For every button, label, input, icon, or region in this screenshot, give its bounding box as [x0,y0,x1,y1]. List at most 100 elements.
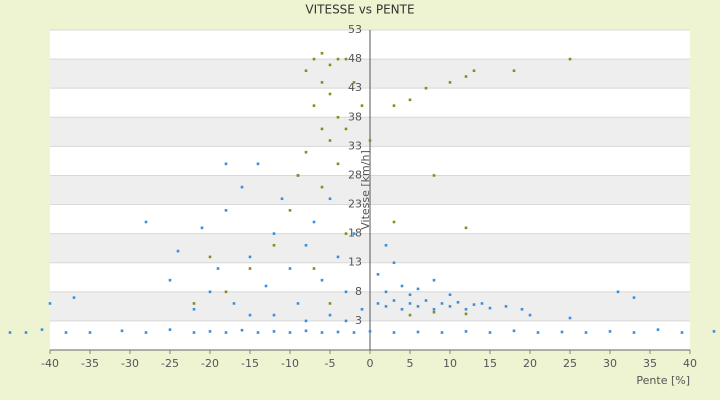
x-tick-label: 40 [683,357,697,370]
point [144,331,148,334]
point [304,243,308,247]
point [48,302,52,305]
point [528,313,532,317]
point [304,150,308,154]
y-tick-label: 38 [348,110,362,123]
point [472,303,476,306]
point [336,255,340,259]
y-tick-label: 28 [348,168,362,181]
y-tick-label: 43 [348,81,362,94]
point [248,313,252,317]
point [224,209,228,212]
x-tick-label: -15 [241,357,259,370]
point [432,307,436,311]
point [680,331,684,334]
point [320,51,324,55]
x-tick-label: 5 [407,357,414,370]
y-axis-label: Vitesse [km/h] [359,150,372,230]
point [392,331,396,334]
point [448,81,452,84]
point [424,86,428,90]
point [288,209,292,212]
x-tick-label: 10 [443,357,457,370]
point [432,174,436,177]
point [344,319,348,323]
point [8,331,12,334]
point [328,63,332,67]
point [192,302,196,305]
point [384,243,388,247]
point [208,330,212,333]
point [216,267,220,270]
point [272,330,276,333]
point [440,331,444,334]
point [40,328,44,331]
point [376,273,380,276]
point [384,290,388,294]
point [328,139,332,142]
point [632,296,636,299]
point [464,312,468,316]
y-tick-label: 48 [348,52,362,65]
point [240,328,244,332]
point [304,329,308,333]
point [632,331,636,334]
point [368,330,372,333]
point [312,220,316,224]
x-tick-label: 15 [483,357,497,370]
point [248,267,252,270]
point [192,331,196,334]
point [176,249,180,253]
point [336,57,340,61]
point [200,226,204,230]
point [368,139,372,142]
point [352,81,356,84]
point [408,293,412,297]
point [464,307,468,311]
point [248,255,252,259]
point [288,331,292,334]
point [504,305,508,308]
point [296,302,300,305]
y-tick-label: 3 [355,314,362,327]
x-tick-label: 20 [523,357,537,370]
point [232,302,236,305]
point [304,69,308,73]
point [464,330,468,333]
point [144,220,148,224]
x-tick-label: -35 [81,357,99,370]
y-tick-label: 13 [348,256,362,269]
point [304,319,308,323]
point [272,243,276,247]
point [408,313,412,317]
point [208,290,212,294]
point [424,299,428,302]
x-tick-label: -10 [281,357,299,370]
point [416,287,420,291]
point [400,307,404,311]
point [360,104,364,107]
point [448,293,452,297]
point [288,267,292,270]
point [392,299,396,302]
point [344,127,348,131]
point [328,92,332,96]
point [568,316,572,320]
point [512,329,516,333]
point [208,255,212,259]
x-tick-label: -5 [325,357,336,370]
point [320,81,324,84]
x-tick-label: 30 [603,357,617,370]
x-tick-label: -40 [41,357,59,370]
y-tick-label: 23 [348,198,362,211]
point [448,305,452,308]
point [72,296,76,299]
point [464,226,468,230]
point [64,331,68,334]
point [352,232,356,235]
point [272,313,276,317]
point [240,185,244,189]
point [256,162,260,166]
point [560,330,564,334]
